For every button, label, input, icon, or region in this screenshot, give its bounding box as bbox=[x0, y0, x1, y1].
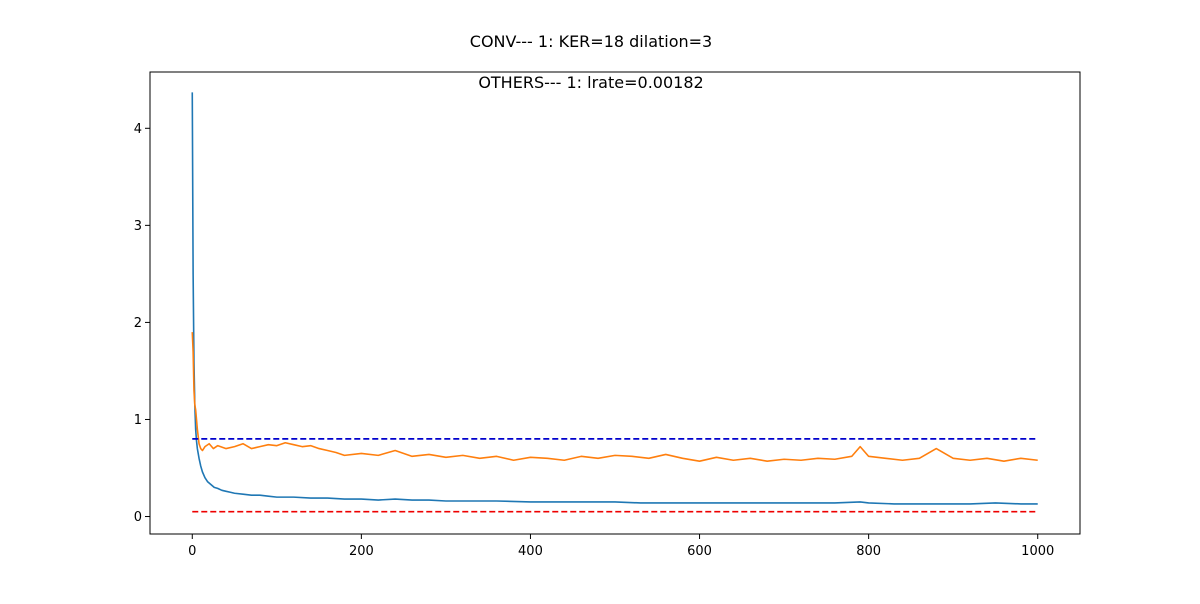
series-line-1 bbox=[191, 92, 1038, 505]
x-tick-label: 0 bbox=[188, 544, 196, 559]
chart-title: CONV--- 1: KER=18 dilation=3 bbox=[470, 32, 712, 51]
y-tick-label: 4 bbox=[134, 122, 142, 137]
y-tick-label: 3 bbox=[134, 219, 142, 234]
y-tick-label: 2 bbox=[134, 316, 142, 331]
chart-subtitle: OTHERS--- 1: lrate=0.00182 bbox=[478, 73, 703, 92]
y-axis: 0 1 2 3 4 bbox=[134, 122, 150, 525]
plot-area-frame bbox=[149, 71, 1081, 535]
x-tick-label: 1000 bbox=[1021, 544, 1054, 559]
y-tick-label: 1 bbox=[134, 413, 142, 428]
y-tick-label: 0 bbox=[134, 510, 142, 525]
series-layer bbox=[191, 92, 1038, 513]
x-tick-label: 200 bbox=[349, 544, 374, 559]
x-tick-label: 600 bbox=[687, 544, 712, 559]
x-axis: 0 200 400 600 800 1000 bbox=[188, 534, 1054, 559]
x-tick-label: 400 bbox=[518, 544, 543, 559]
series-line-2 bbox=[191, 332, 1038, 463]
x-tick-label: 800 bbox=[856, 544, 881, 559]
